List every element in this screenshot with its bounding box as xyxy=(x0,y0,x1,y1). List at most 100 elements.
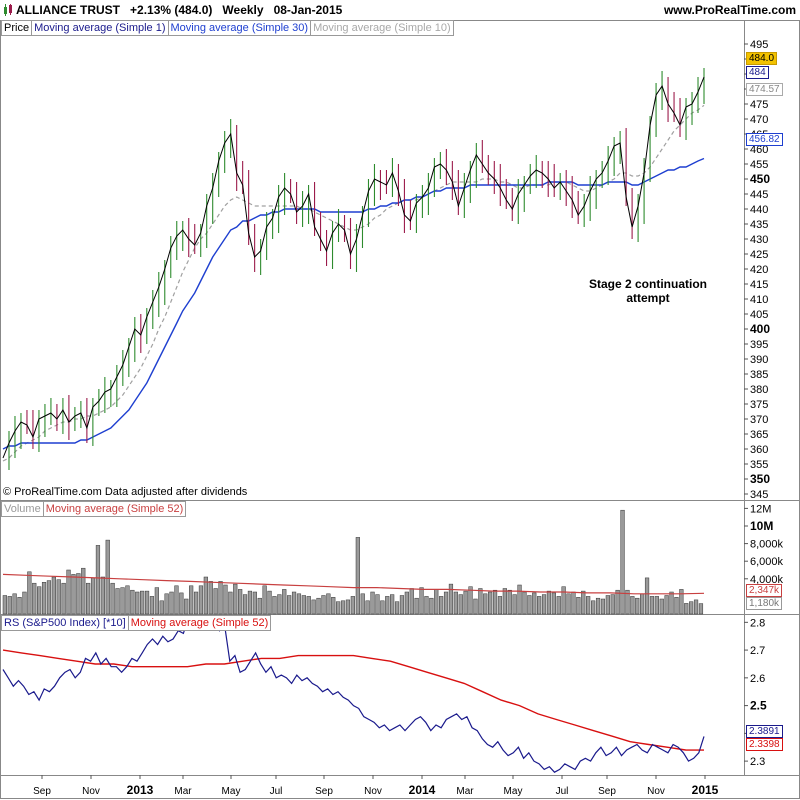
volume-bar xyxy=(272,596,277,615)
volume-bar xyxy=(257,597,262,615)
volume-bar xyxy=(7,596,12,615)
volume-bar xyxy=(434,589,439,615)
rs-ma-line xyxy=(2,649,705,751)
volume-bar xyxy=(340,600,346,615)
volume-bar xyxy=(46,580,52,615)
volume-bar xyxy=(679,589,684,615)
legend-ma30[interactable]: Moving average (Simple 30) xyxy=(167,20,312,36)
price-tick-label: 455 xyxy=(750,159,768,171)
price-tick-label: 365 xyxy=(750,429,768,441)
volume-bar xyxy=(385,596,390,615)
volume-bar xyxy=(277,594,282,615)
price-last-tag: 484.0 xyxy=(746,52,778,65)
volume-bar xyxy=(296,593,302,615)
rs-series xyxy=(2,615,705,773)
volume-bar xyxy=(120,587,125,615)
volume-bar xyxy=(331,597,336,615)
x-tick-label: Mar xyxy=(456,786,474,797)
volume-bar xyxy=(439,596,444,615)
volume-bar xyxy=(566,593,571,615)
ticker-line: ALLIANCE TRUST +2.13% (484.0) Weekly 08-… xyxy=(16,3,342,17)
volume-bar xyxy=(414,597,419,615)
volume-bar xyxy=(443,591,449,615)
volume-bar xyxy=(213,588,218,615)
volume-bar xyxy=(625,589,630,615)
volume-y-axis: 4,000k 6,000k 8,000k 10M 12M xyxy=(744,503,784,586)
volume-bar xyxy=(56,579,61,615)
volume-bar xyxy=(218,581,223,615)
volume-bar xyxy=(620,509,625,615)
volume-bar xyxy=(576,597,581,615)
price-tick-label: 360 xyxy=(750,444,768,456)
stage2-annotation: Stage 2 continuation attempt xyxy=(588,277,707,305)
volume-bar xyxy=(130,589,135,615)
volume-bar xyxy=(76,573,81,615)
price-tick-label: 345 xyxy=(750,489,768,501)
volume-bar xyxy=(424,596,429,615)
volume-bar xyxy=(541,594,547,615)
volume-bar xyxy=(473,598,478,615)
legend-rs[interactable]: RS (S&P500 Index) [*10] xyxy=(1,615,129,631)
volume-bar xyxy=(311,599,316,615)
volume-bar xyxy=(649,596,655,615)
volume-bar xyxy=(345,599,351,615)
volume-last-tag: 1,180k xyxy=(746,597,783,610)
site-url[interactable]: www.ProRealTime.com xyxy=(663,3,796,17)
volume-bar xyxy=(478,588,483,615)
volume-bar xyxy=(100,576,105,615)
price-tick-label: 430 xyxy=(750,234,768,246)
volume-bar xyxy=(262,585,267,615)
volume-bar xyxy=(203,576,208,615)
ma1-tag: 484 xyxy=(746,66,769,79)
rs-tick-label: 2.7 xyxy=(750,645,765,657)
volume-bar xyxy=(698,603,704,615)
volume-bar xyxy=(189,585,194,615)
volume-bar xyxy=(532,592,537,615)
volume-bar xyxy=(600,598,606,615)
legend-volume-ma[interactable]: Moving average (Simple 52) xyxy=(42,501,187,517)
volume-bar xyxy=(571,591,576,615)
rs-last-tag: 2.3891 xyxy=(746,725,783,738)
legend-ma1[interactable]: Moving average (Simple 1) xyxy=(31,20,169,36)
price-tick-label: 350 xyxy=(750,472,770,486)
legend-price[interactable]: Price xyxy=(1,20,33,36)
x-tick-label: Mar xyxy=(174,786,192,797)
volume-bar xyxy=(110,582,115,615)
volume-bar xyxy=(458,594,463,615)
volume-bar xyxy=(326,593,331,615)
ma30-tag: 456.82 xyxy=(746,133,783,146)
ma30-line xyxy=(2,157,705,450)
volume-bar xyxy=(394,601,400,615)
period: Weekly xyxy=(222,3,264,17)
rs-tick-label: 2.3 xyxy=(750,756,765,768)
volume-bar xyxy=(184,598,189,615)
volume-bar xyxy=(556,596,561,615)
volume-bar xyxy=(247,590,253,615)
volume-bar xyxy=(51,576,56,615)
volume-bar xyxy=(689,601,694,615)
volume-bar xyxy=(684,603,689,615)
legend-volume[interactable]: Volume xyxy=(1,501,44,517)
volume-bar xyxy=(404,591,409,615)
volume-bar xyxy=(483,593,488,615)
volume-bar xyxy=(370,591,375,615)
volume-ma-series xyxy=(2,573,705,595)
volume-bar xyxy=(291,591,297,615)
volume-bar xyxy=(551,592,556,615)
volume-bar xyxy=(640,593,645,615)
rs-tick-label: 2.8 xyxy=(750,617,765,629)
volume-bar xyxy=(350,596,355,615)
volume-bar xyxy=(527,595,532,615)
volume-bar xyxy=(561,586,566,615)
volume-bar xyxy=(154,587,159,615)
volume-bar xyxy=(41,582,47,615)
volume-bar xyxy=(630,596,635,615)
legend-rs-ma[interactable]: Moving average (Simple 52) xyxy=(127,615,272,631)
volume-bar xyxy=(610,594,615,615)
volume-bar xyxy=(238,589,243,615)
volume-bar xyxy=(693,599,699,615)
volume-bar xyxy=(375,594,380,615)
legend-ma10[interactable]: Moving average (Simple 10) xyxy=(310,20,454,36)
volume-bar xyxy=(174,585,179,615)
